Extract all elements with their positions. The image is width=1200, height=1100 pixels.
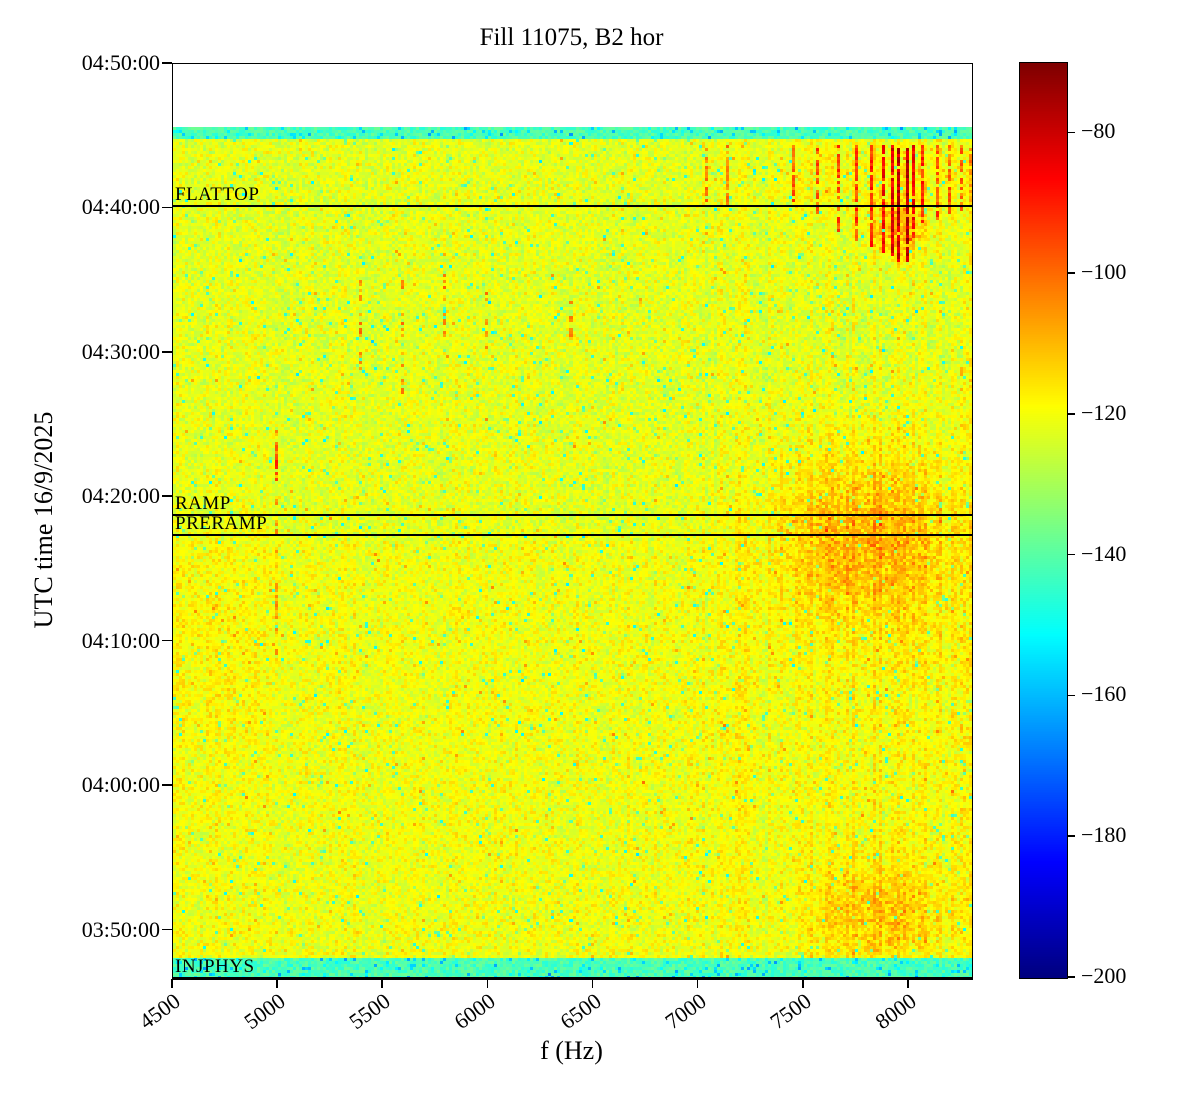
x-tick-mark [381, 979, 384, 988]
y-tick-mark [162, 784, 172, 786]
annotation-line-ramp [173, 513, 972, 517]
colorbar [1019, 62, 1068, 979]
colorbar-tick-label: −160 [1081, 681, 1127, 707]
x-tick-mark [591, 979, 594, 988]
colorbar-tick-mark [1067, 694, 1075, 697]
colorbar-gradient-canvas [1020, 63, 1067, 978]
colorbar-tick-label: −140 [1081, 540, 1127, 566]
y-tick-label: 04:20:00 [81, 483, 160, 509]
annotation-label-ramp: RAMP [175, 492, 231, 514]
x-tick-label: 5500 [344, 988, 395, 1035]
colorbar-tick-label: −100 [1081, 259, 1127, 285]
colorbar-tick-label: −200 [1081, 963, 1127, 988]
colorbar-tick-mark [1067, 976, 1075, 978]
colorbar-tick-mark [1067, 835, 1075, 838]
x-tick-label: 8000 [870, 988, 921, 1035]
y-tick-mark [162, 351, 172, 353]
annotation-line-injphys [173, 976, 972, 980]
y-tick-label: 04:00:00 [81, 772, 160, 798]
y-tick-label: 04:10:00 [81, 627, 160, 653]
colorbar-tick-mark [1067, 553, 1075, 556]
annotation-label-injphys: INJPHYS [175, 955, 255, 977]
y-tick-label: 04:30:00 [81, 338, 160, 364]
x-tick-label: 7500 [765, 988, 816, 1035]
x-tick-label: 7000 [660, 988, 711, 1035]
y-tick-mark [162, 495, 172, 498]
y-tick-mark [162, 62, 172, 64]
y-tick-mark [162, 206, 172, 209]
y-tick-label: 03:50:00 [81, 916, 160, 942]
y-tick-label: 04:50:00 [81, 50, 160, 75]
y-axis-label: UTC time 16/9/2025 [29, 411, 58, 629]
x-axis-label: f (Hz) [540, 1036, 603, 1065]
x-tick-label: 6500 [554, 988, 606, 1035]
spectrogram-canvas [173, 64, 972, 979]
x-tick-label: 4500 [134, 988, 185, 1035]
y-tick-mark [162, 928, 172, 931]
colorbar-tick-label: −120 [1081, 399, 1127, 425]
x-tick-mark [907, 979, 909, 988]
colorbar-tick-mark [1067, 272, 1075, 274]
colorbar-tick-label: −80 [1081, 118, 1116, 144]
x-tick-label: 5000 [239, 988, 290, 1035]
x-tick-mark [276, 979, 278, 988]
chart-title: Fill 11075, B2 hor [479, 24, 664, 51]
colorbar-tick-mark [1067, 131, 1075, 134]
x-tick-mark [801, 979, 804, 988]
x-tick-mark [171, 979, 173, 988]
x-tick-label: 6000 [449, 988, 501, 1035]
annotation-line-preramp [173, 533, 972, 537]
colorbar-tick-label: −180 [1081, 822, 1127, 848]
colorbar-tick-mark [1067, 413, 1075, 415]
x-tick-mark [486, 979, 489, 988]
annotation-label-flattop: FLATTOP [175, 183, 260, 205]
y-tick-label: 04:40:00 [81, 194, 160, 220]
y-tick-mark [162, 639, 172, 642]
plot-area: FLATTOP RAMP PRERAMP INJPHYS [172, 63, 973, 980]
annotation-line-flattop [173, 204, 972, 208]
x-tick-mark [696, 979, 699, 988]
annotation-label-preramp: PRERAMP [175, 512, 268, 534]
